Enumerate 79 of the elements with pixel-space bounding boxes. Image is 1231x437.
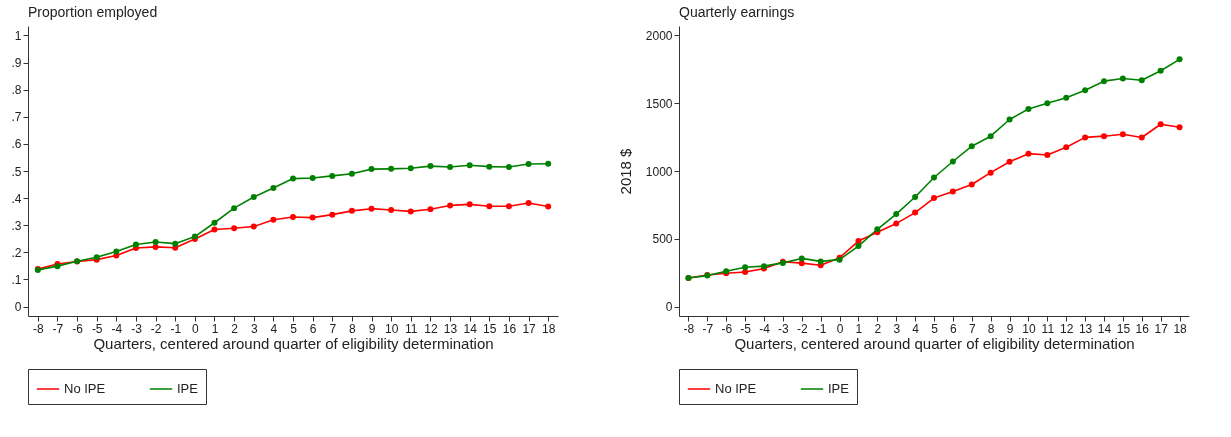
chart-title: Proportion employed xyxy=(28,4,158,20)
x-tick-label: 4 xyxy=(270,321,278,336)
x-tick-label: 3 xyxy=(893,321,901,336)
x-tick-label: 8 xyxy=(349,321,357,336)
legend-label: IPE xyxy=(177,381,199,396)
y-axis-title: 2018 $ xyxy=(616,147,634,195)
x-tick-label: 1 xyxy=(211,321,219,336)
x-tick-label: -7 xyxy=(52,321,64,336)
x-tick-label: 0 xyxy=(192,321,200,336)
x-tick-label: 13 xyxy=(443,321,458,336)
x-tick-label: 11 xyxy=(1041,321,1055,336)
x-tick-label: 18 xyxy=(1173,321,1188,336)
x-tick-label: -3 xyxy=(778,321,790,336)
y-tick-label: 2000 xyxy=(645,28,673,43)
x-axis-title: Quarters, centered around quarter of eligibility determination xyxy=(734,334,1135,352)
x-tick-label: 3 xyxy=(250,321,258,336)
x-axis-title: Quarters, centered around quarter of eligibility determination xyxy=(93,334,494,352)
y-tick-label: .9 xyxy=(11,56,22,71)
x-tick-label: 2 xyxy=(874,321,882,336)
y-tick-label: 1000 xyxy=(645,164,673,179)
x-tick-label: 5 xyxy=(931,321,939,336)
legend-label: IPE xyxy=(828,381,850,396)
x-tick-label: -8 xyxy=(683,321,695,336)
y-tick-label: .1 xyxy=(11,272,22,287)
x-tick-label: -6 xyxy=(721,321,733,336)
chart-title: Quarterly earnings xyxy=(679,4,795,20)
y-tick-label: .2 xyxy=(11,245,22,260)
x-tick-label: 8 xyxy=(987,321,995,336)
x-tick-label: 13 xyxy=(1078,321,1093,336)
x-tick-label: 16 xyxy=(1135,321,1150,336)
x-tick-label: -5 xyxy=(740,321,752,336)
x-tick-label: -3 xyxy=(131,321,143,336)
x-tick-label: 4 xyxy=(912,321,920,336)
x-tick-label: -2 xyxy=(796,321,808,336)
x-tick-label: -4 xyxy=(759,321,771,336)
x-tick-label: 2 xyxy=(231,321,239,336)
x-tick-label: 5 xyxy=(290,321,298,336)
y-tick-label: .3 xyxy=(11,218,22,233)
x-tick-label: 15 xyxy=(1116,321,1131,336)
y-tick-label: .6 xyxy=(11,137,22,152)
x-tick-label: 11 xyxy=(405,321,418,336)
x-tick-label: -4 xyxy=(111,321,123,336)
y-tick-label: 0 xyxy=(665,300,673,315)
x-tick-label: -7 xyxy=(702,321,714,336)
x-tick-label: 12 xyxy=(1060,321,1074,336)
x-tick-label: 6 xyxy=(309,321,317,336)
x-tick-label: -1 xyxy=(815,321,827,336)
y-tick-label: .4 xyxy=(11,191,22,206)
y-tick-label: .7 xyxy=(11,110,22,125)
x-tick-label: 14 xyxy=(1097,321,1112,336)
legend-label: No IPE xyxy=(715,381,757,396)
y-tick-label: .5 xyxy=(11,164,22,179)
legend-label: No IPE xyxy=(64,381,106,396)
y-tick-label: .8 xyxy=(11,83,22,98)
x-tick-label: -1 xyxy=(170,321,182,336)
x-tick-label: 16 xyxy=(502,321,517,336)
y-tick-label: 500 xyxy=(652,232,673,247)
y-tick-label: 0 xyxy=(14,300,22,315)
x-tick-label: 0 xyxy=(836,321,844,336)
x-tick-label: 10 xyxy=(384,321,399,336)
x-tick-label: 14 xyxy=(463,321,478,336)
x-tick-label: 17 xyxy=(1154,321,1169,336)
x-tick-label: 9 xyxy=(1006,321,1014,336)
x-tick-label: 18 xyxy=(542,321,556,336)
x-tick-label: 7 xyxy=(329,321,337,336)
x-tick-label: -6 xyxy=(72,321,84,336)
x-tick-label: 9 xyxy=(368,321,376,336)
x-tick-label: -2 xyxy=(150,321,162,336)
x-tick-label: 6 xyxy=(950,321,958,336)
x-tick-label: 17 xyxy=(522,321,537,336)
x-tick-label: 7 xyxy=(968,321,976,336)
x-tick-label: 12 xyxy=(424,321,438,336)
y-tick-label: 1 xyxy=(14,28,22,43)
y-tick-label: 1500 xyxy=(645,96,673,111)
x-tick-label: -8 xyxy=(32,321,44,336)
x-tick-label: 1 xyxy=(855,321,863,336)
x-tick-label: -5 xyxy=(91,321,103,336)
x-tick-label: 10 xyxy=(1022,321,1036,336)
x-tick-label: 15 xyxy=(483,321,497,336)
